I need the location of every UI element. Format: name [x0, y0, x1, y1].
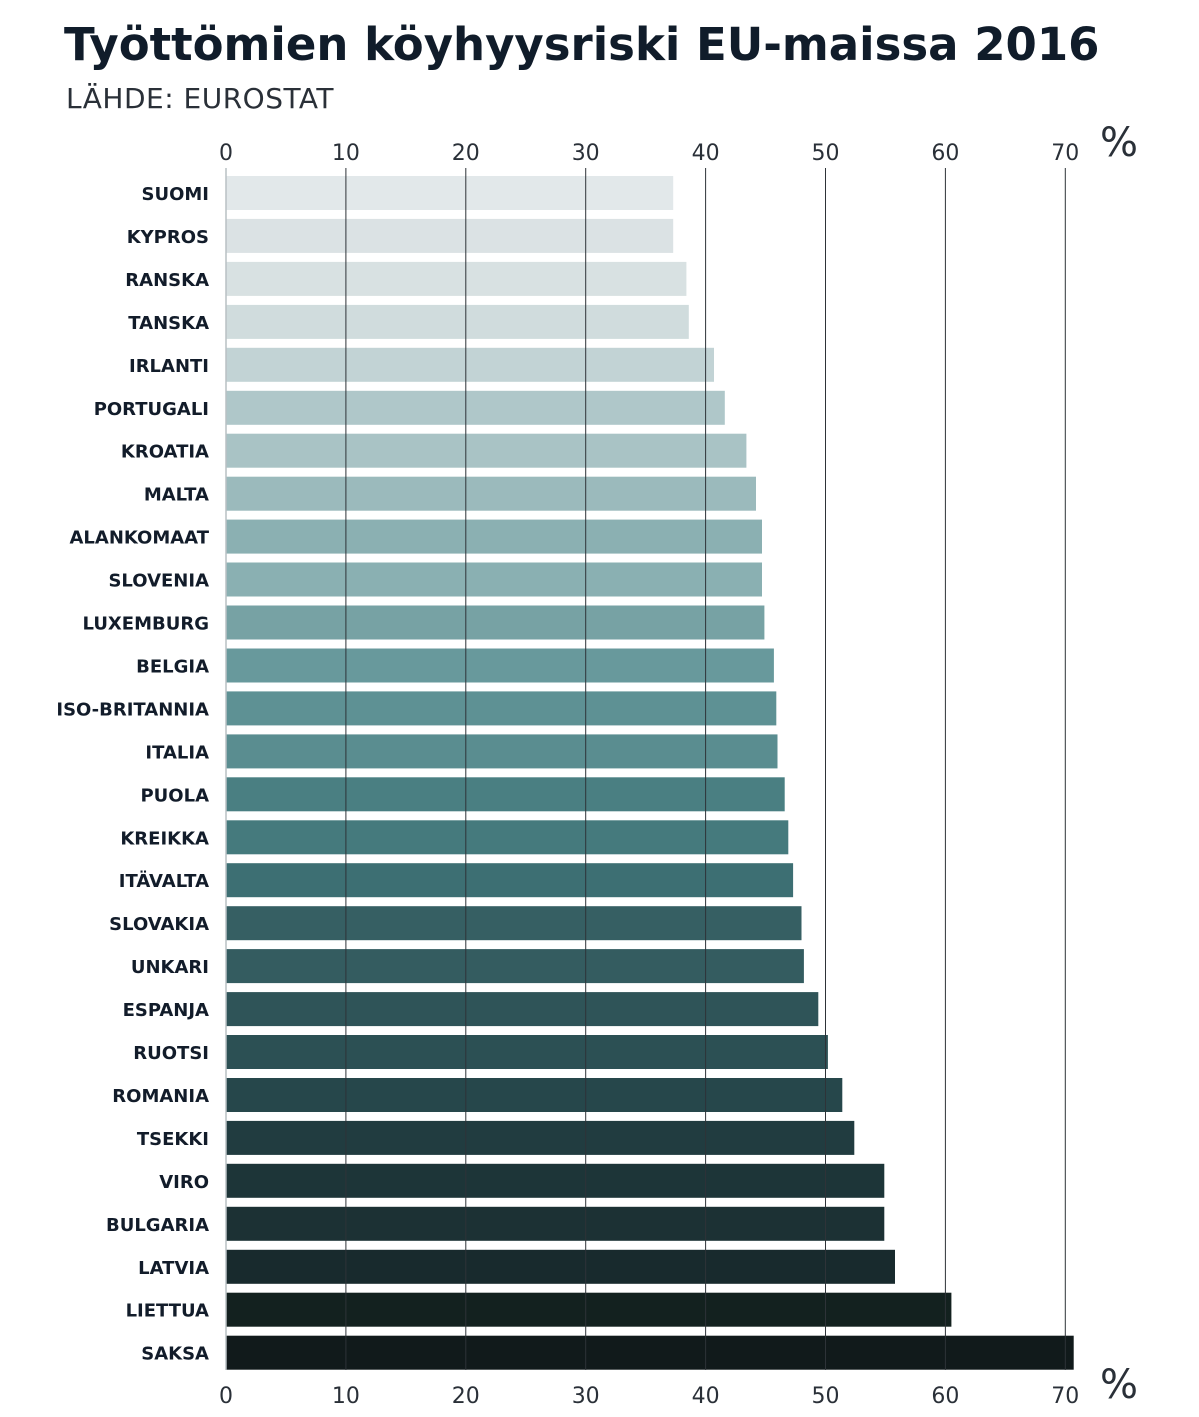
- bar-irlanti: [226, 347, 714, 382]
- bar-viro: [226, 1163, 885, 1198]
- bottom-tick-label-0: 0: [219, 1384, 233, 1409]
- bar-tanska: [226, 304, 689, 339]
- bar-ranska: [226, 261, 687, 296]
- bottom-tick-label-20: 20: [452, 1384, 480, 1409]
- top-tick-label-50: 50: [812, 141, 840, 166]
- top-axis-ticks: 0 10 20 30 40 50 60 70: [219, 141, 1079, 166]
- bar-ruotsi: [226, 1035, 828, 1069]
- bar-portugali: [226, 390, 725, 425]
- category-label-liettua: LIETTUA: [126, 1301, 209, 1322]
- category-label-alankomaat: ALANKOMAAT: [70, 528, 210, 549]
- category-label-romania: ROMANIA: [112, 1086, 209, 1107]
- top-tick-label-40: 40: [692, 141, 720, 166]
- bar-unkari: [226, 949, 804, 984]
- bottom-axis-ticks: 0 10 20 30 40 50 60 70: [219, 1384, 1079, 1409]
- category-label-kypros: KYPROS: [127, 227, 209, 248]
- bottom-tick-label-50: 50: [812, 1384, 840, 1409]
- category-label-irlanti: IRLANTI: [129, 356, 209, 377]
- bar-saksa: [226, 1335, 1074, 1370]
- category-label-suomi: SUOMI: [142, 184, 210, 205]
- bar-belgia: [226, 648, 774, 683]
- category-label-portugali: PORTUGALI: [94, 399, 209, 420]
- category-label-bulgaria: BULGARIA: [106, 1215, 209, 1236]
- chart-title: Työttömien köyhyysriski EU-maissa 2016: [64, 18, 1100, 71]
- bar-slovenia: [226, 562, 762, 597]
- category-labels: SUOMI KYPROS RANSKA TANSKA IRLANTI PORTUGALI K…: [56, 184, 209, 1365]
- bar-alankomaat: [226, 519, 762, 554]
- chart-source: LÄHDE: EUROSTAT: [66, 82, 335, 115]
- bar-luxemburg: [226, 605, 765, 640]
- bar-suomi: [226, 176, 674, 210]
- category-label-itävalta: ITÄVALTA: [119, 870, 209, 892]
- bars-group: [226, 176, 1074, 1370]
- bottom-tick-label-60: 60: [931, 1384, 959, 1409]
- category-label-slovenia: SLOVENIA: [108, 571, 209, 592]
- bar-italia: [226, 734, 778, 769]
- bar-slovakia: [226, 906, 802, 941]
- bar-espanja: [226, 992, 819, 1027]
- unit-label-bottom: %: [1100, 1362, 1138, 1408]
- bar-malta: [226, 476, 756, 511]
- bar-romania: [226, 1078, 843, 1112]
- category-label-latvia: LATVIA: [138, 1258, 209, 1279]
- category-label-tsekki: TSEKKI: [137, 1129, 209, 1150]
- unit-label-top: %: [1100, 120, 1138, 166]
- category-label-ruotsi: RUOTSI: [133, 1043, 209, 1064]
- category-label-luxemburg: LUXEMBURG: [82, 614, 209, 635]
- bar-latvia: [226, 1249, 895, 1284]
- category-label-iso-britannia: ISO-BRITANNIA: [56, 699, 209, 720]
- bottom-tick-label-10: 10: [332, 1384, 360, 1409]
- category-label-puola: PUOLA: [140, 785, 209, 806]
- category-label-belgia: BELGIA: [136, 657, 209, 678]
- bar-bulgaria: [226, 1206, 885, 1241]
- category-label-ranska: RANSKA: [125, 270, 209, 291]
- bar-iso-britannia: [226, 691, 777, 726]
- bar-kypros: [226, 218, 674, 253]
- category-label-espanja: ESPANJA: [123, 1000, 209, 1021]
- bar-puola: [226, 777, 785, 812]
- category-label-unkari: UNKARI: [131, 957, 209, 978]
- category-label-saksa: SAKSA: [141, 1344, 209, 1365]
- category-label-slovakia: SLOVAKIA: [109, 914, 209, 935]
- top-tick-label-70: 70: [1051, 141, 1079, 166]
- bar-kreikka: [226, 820, 789, 855]
- category-label-tanska: TANSKA: [128, 313, 209, 334]
- category-label-italia: ITALIA: [145, 742, 209, 763]
- category-label-viro: VIRO: [159, 1172, 209, 1193]
- bar-kroatia: [226, 433, 747, 468]
- bar-tsekki: [226, 1120, 855, 1155]
- bottom-tick-label-40: 40: [692, 1384, 720, 1409]
- category-label-kreikka: KREIKKA: [120, 828, 209, 849]
- bar-itävalta: [226, 863, 794, 898]
- top-tick-label-0: 0: [219, 141, 233, 166]
- top-tick-label-30: 30: [572, 141, 600, 166]
- top-tick-label-20: 20: [452, 141, 480, 166]
- category-label-malta: MALTA: [144, 485, 209, 506]
- top-tick-label-60: 60: [931, 141, 959, 166]
- bottom-tick-label-30: 30: [572, 1384, 600, 1409]
- top-tick-label-10: 10: [332, 141, 360, 166]
- bottom-tick-label-70: 70: [1051, 1384, 1079, 1409]
- gridlines-group: [225, 168, 1066, 1370]
- bar-liettua: [226, 1292, 952, 1327]
- category-label-kroatia: KROATIA: [121, 442, 209, 463]
